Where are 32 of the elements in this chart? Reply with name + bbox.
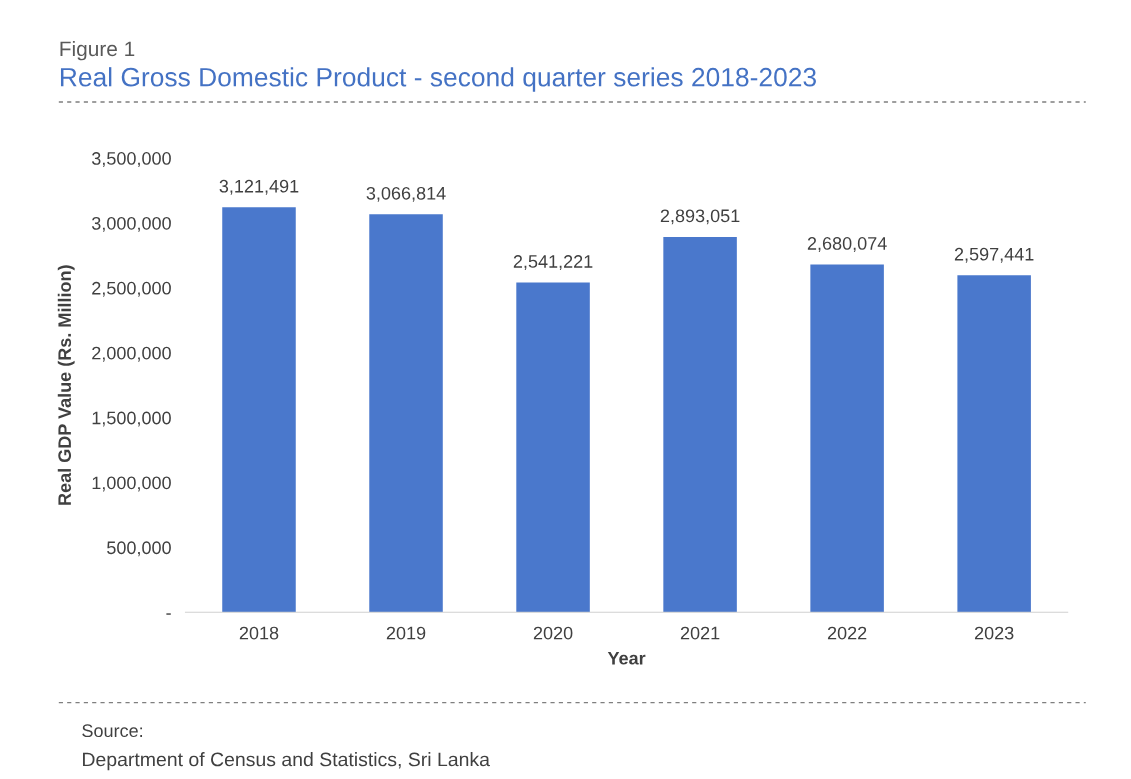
y-tick-label: 3,000,000	[91, 216, 171, 232]
chart-subtitle: Figure 1	[60, 40, 135, 61]
data-label: 2,680,074	[807, 237, 887, 252]
bar	[222, 207, 296, 613]
x-tick-label: 2019	[386, 626, 426, 640]
y-tick-label: 3,500,000	[91, 152, 171, 167]
bar	[516, 282, 590, 613]
y-tick-label: -	[166, 613, 171, 615]
source-note: Source:	[82, 724, 143, 738]
y-tick-label: 2,000,000	[92, 346, 171, 362]
x-tick-label: 2021	[680, 626, 720, 640]
bar	[663, 236, 737, 613]
y-axis-title: Real GDP Value (Rs. Million)	[57, 265, 75, 505]
y-tick-label: 2,500,000	[92, 281, 171, 297]
bar	[957, 275, 1031, 613]
bar	[810, 264, 884, 613]
x-tick-label: 2020	[533, 626, 573, 640]
data-label: 3,121,491	[219, 179, 299, 195]
data-label: 3,066,814	[366, 186, 446, 202]
text: Department of Census and Statistics, Sri Lanka	[83, 752, 490, 771]
x-tick-label: 2018	[239, 626, 279, 640]
data-label: 2,893,051	[660, 209, 740, 225]
y-tick-label: 1,000,000	[92, 476, 171, 492]
x-tick-label: 2023	[974, 626, 1014, 640]
x-tick-label: 2022	[827, 626, 867, 640]
data-label: 2,541,221	[513, 255, 593, 270]
bar	[369, 214, 443, 613]
data-label: 2,597,441	[954, 247, 1034, 263]
y-tick-label: 500,000	[107, 541, 171, 557]
x-axis-title: Year	[607, 652, 646, 665]
chart-title: Real Gross Domestic Product - second quarter series 2018-2023	[60, 67, 816, 92]
y-tick-label: 1,500,000	[92, 411, 171, 427]
